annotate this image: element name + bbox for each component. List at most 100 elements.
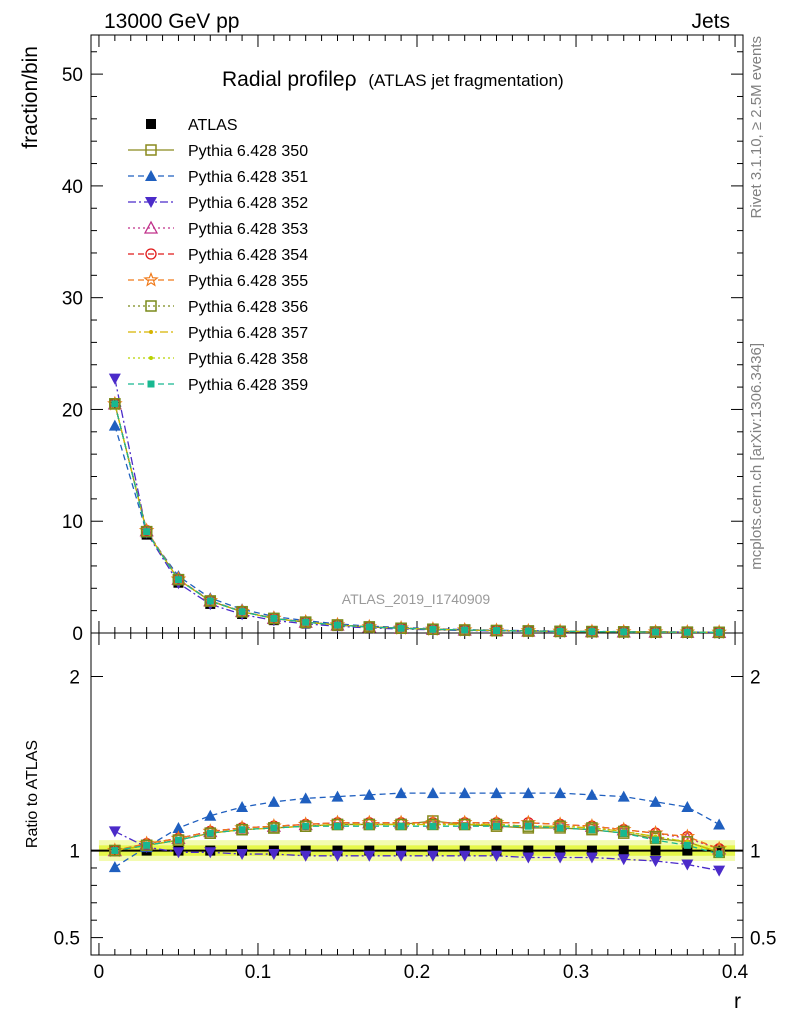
ratio-point-pythia-6-428-355	[679, 828, 696, 844]
ratio-point-pythia-6-428-359	[620, 829, 628, 837]
legend-label-pythia-6-428-356: Pythia 6.428 356	[188, 299, 308, 316]
x-tick-label: 0.1	[245, 962, 271, 983]
y-tick-label: 20	[62, 400, 83, 421]
data-point-pythia-6-428-359	[652, 628, 660, 636]
ratio-point-pythia-6-428-352	[267, 849, 280, 861]
ratio-point-pythia-6-428-359	[588, 826, 596, 834]
ratio-point-atlas	[650, 845, 661, 856]
legend-marker-pythia-6-428-359	[147, 380, 155, 388]
legend-marker-pythia-6-428-354	[145, 248, 157, 260]
ratio-tick-label-right: 2	[750, 668, 761, 689]
ratio-point-pythia-6-428-351	[204, 809, 217, 821]
ratio-y-axis-label: Ratio to ATLAS	[24, 740, 41, 848]
ratio-point-atlas	[364, 845, 375, 856]
data-point-pythia-6-428-356	[522, 625, 535, 637]
legend: ATLAS Pythia 6.428 350 Pythia 6.428 351 Pyt…	[128, 117, 308, 394]
ratio-point-pythia-6-428-356	[299, 820, 312, 832]
ratio-point-pythia-6-428-352	[299, 850, 312, 862]
ratio-tick-label: 1	[69, 842, 80, 863]
ratio-point-pythia-6-428-359	[270, 824, 278, 832]
y-tick-label: 30	[62, 289, 83, 310]
data-point-pythia-6-428-356	[268, 612, 280, 625]
data-point-pythia-6-428-359	[556, 627, 564, 635]
data-point-pythia-6-428-359	[174, 576, 182, 584]
legend-marker-pythia-6-428-351	[145, 170, 157, 181]
legend-label-pythia-6-428-350: Pythia 6.428 350	[188, 143, 308, 160]
data-point-pythia-6-428-356	[204, 595, 217, 607]
ratio-point-pythia-6-428-351	[267, 795, 280, 807]
data-point-pythia-6-428-356	[299, 616, 312, 628]
ratio-point-pythia-6-428-356	[109, 844, 121, 857]
ratio-point-pythia-6-428-351	[108, 861, 121, 873]
legend-marker-pythia-6-428-352	[145, 197, 157, 208]
data-point-pythia-6-428-356	[363, 621, 376, 633]
ratio-point-pythia-6-428-351	[649, 795, 662, 807]
legend-label-pythia-6-428-357: Pythia 6.428 357	[188, 325, 308, 342]
ratio-point-atlas	[586, 845, 597, 856]
data-point-pythia-6-428-359	[588, 628, 596, 636]
ratio-point-pythia-6-428-359	[238, 826, 246, 834]
ratio-point-pythia-6-428-352	[681, 859, 694, 871]
ratio-point-pythia-6-428-351	[554, 787, 567, 799]
ratio-point-pythia-6-428-356	[140, 839, 153, 852]
rivet-label: Rivet 3.1.10, ≥ 2.5M events	[748, 36, 765, 219]
legend-label-pythia-6-428-352: Pythia 6.428 352	[188, 195, 308, 212]
legend-marker-pythia-6-428-358	[149, 356, 153, 360]
ratio-tick-label: 0.5	[54, 929, 80, 950]
x-tick-label: 0.4	[722, 962, 749, 983]
ratio-panel-frame	[90, 632, 744, 956]
ratio-point-atlas	[682, 845, 693, 856]
y-tick-label: 50	[62, 65, 83, 86]
data-point-pythia-6-428-359	[493, 627, 501, 635]
mcplots-label: mcplots.cern.ch [arXiv:1306.3436]	[748, 343, 765, 570]
ratio-point-pythia-6-428-351	[172, 821, 185, 833]
ratio-line-pythia-6-428-352	[114, 830, 720, 872]
ratio-point-pythia-6-428-359	[365, 822, 373, 830]
data-point-pythia-6-428-359	[206, 597, 214, 605]
ratio-point-pythia-6-428-352	[713, 865, 726, 877]
ratio-point-pythia-6-428-359	[143, 841, 151, 849]
series-markers-layer	[107, 373, 727, 877]
ratio-point-atlas	[427, 845, 438, 856]
ratio-point-atlas	[523, 845, 534, 856]
header-right: Jets	[691, 10, 730, 33]
ratio-point-pythia-6-428-359	[302, 822, 310, 830]
y-axis-label: fraction/bin	[19, 46, 42, 149]
ratio-point-atlas	[491, 845, 502, 856]
ratio-point-pythia-6-428-352	[522, 852, 535, 864]
ratio-point-pythia-6-428-352	[363, 850, 376, 862]
ratio-tick-label-right: 1	[750, 842, 761, 863]
chart-title-main: Radial profileρ	[222, 68, 357, 91]
legend-label-pythia-6-428-351: Pythia 6.428 351	[188, 169, 308, 186]
ratio-point-pythia-6-428-359	[493, 822, 501, 830]
ratio-point-atlas	[459, 845, 470, 856]
data-point-pythia-6-428-356	[554, 625, 566, 638]
data-point-pythia-6-428-359	[238, 608, 246, 616]
data-point-pythia-6-428-359	[715, 628, 723, 636]
ratio-point-pythia-6-428-352	[458, 850, 471, 862]
ratio-point-atlas	[555, 845, 566, 856]
data-point-pythia-6-428-356	[172, 573, 185, 586]
x-tick-label: 0.2	[404, 962, 430, 983]
data-point-pythia-6-428-359	[270, 614, 278, 622]
legend-label-pythia-6-428-353: Pythia 6.428 353	[188, 221, 308, 238]
ratio-point-pythia-6-428-352	[236, 849, 249, 861]
ratio-point-pythia-6-428-351	[458, 787, 471, 799]
ratio-point-pythia-6-428-356	[172, 834, 185, 846]
ratio-point-pythia-6-428-356	[204, 827, 217, 839]
ratio-point-pythia-6-428-356	[522, 820, 535, 832]
data-point-pythia-6-428-359	[524, 627, 532, 635]
ratio-point-pythia-6-428-352	[649, 856, 662, 868]
data-point-pythia-6-428-352	[108, 373, 121, 385]
ratio-point-atlas	[618, 845, 629, 856]
data-point-pythia-6-428-356	[140, 525, 153, 538]
data-point-pythia-6-428-356	[458, 624, 471, 636]
ratio-point-pythia-6-428-356	[236, 823, 248, 836]
x-axis-label: r	[734, 990, 741, 1013]
data-point-pythia-6-428-356	[427, 623, 439, 636]
data-point-pythia-6-428-359	[683, 628, 691, 636]
legend-marker-pythia-6-428-355	[143, 271, 159, 287]
legend-marker-pythia-6-428-357	[149, 330, 153, 334]
ratio-point-pythia-6-428-351	[299, 792, 312, 804]
